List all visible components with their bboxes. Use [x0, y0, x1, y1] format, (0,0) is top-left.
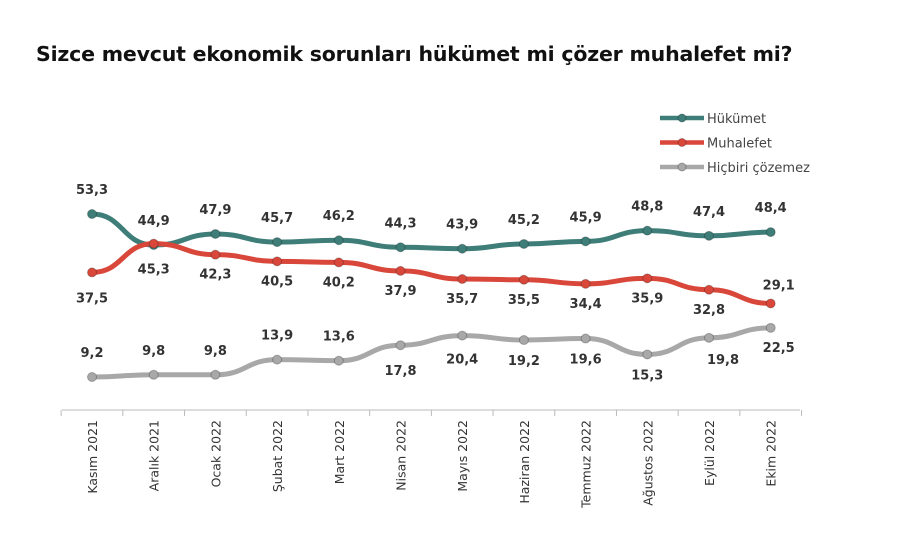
data-point: [272, 256, 283, 267]
legend-swatch-marker: [677, 162, 687, 172]
data-point: [642, 225, 653, 236]
data-point: [395, 340, 406, 351]
data-point: [765, 322, 776, 333]
data-label: 9,8: [142, 344, 165, 359]
chart-title: Sizce mevcut ekonomik sorunları hükümet …: [36, 42, 793, 66]
data-point: [272, 237, 283, 248]
legend-label: Hiçbiri çözemez: [707, 161, 810, 176]
x-tick-label: Mayıs 2022: [455, 420, 470, 492]
x-tick-label: Şubat 2022: [270, 420, 285, 492]
data-point: [457, 330, 468, 341]
x-tick-label: Eylül 2022: [702, 420, 717, 486]
data-label: 45,9: [570, 210, 602, 225]
x-tick-label: Haziran 2022: [517, 420, 532, 504]
data-point: [642, 349, 653, 360]
data-point: [87, 267, 97, 278]
x-tick-label: Kasım 2021: [85, 420, 100, 494]
data-label: 47,9: [199, 203, 231, 218]
data-label: 15,3: [631, 368, 663, 383]
data-label: 13,6: [323, 330, 355, 345]
data-point: [87, 372, 97, 382]
data-point: [210, 369, 221, 380]
data-label: 32,8: [693, 303, 725, 318]
data-point: [457, 274, 468, 285]
x-tick-label: Ağustos 2022: [640, 420, 655, 506]
data-label: 19,8: [707, 353, 739, 368]
data-point: [148, 238, 159, 249]
series-line-0: [89, 211, 774, 252]
legend-label: Hükümet: [707, 112, 766, 127]
x-tick-label: Aralık 2021: [147, 420, 162, 491]
data-label: 17,8: [384, 364, 416, 379]
x-tick-label: Nisan 2022: [394, 420, 409, 491]
data-point: [333, 257, 344, 268]
x-tick-label: Mart 2022: [332, 420, 347, 484]
data-point: [518, 335, 529, 346]
data-point: [518, 238, 529, 249]
data-label: 19,6: [570, 353, 602, 368]
data-label: 40,2: [323, 275, 355, 290]
x-tick-label: Ocak 2022: [208, 420, 223, 487]
data-label: 34,4: [570, 297, 602, 312]
data-label: 35,9: [631, 291, 663, 306]
data-label: 13,9: [261, 329, 293, 344]
data-point: [704, 284, 714, 295]
data-label: 48,4: [755, 201, 787, 216]
data-label: 29,1: [763, 278, 795, 293]
data-label: 48,8: [631, 200, 663, 215]
data-label: 47,4: [693, 205, 725, 220]
legend-swatch-marker: [677, 113, 687, 123]
data-point: [580, 278, 591, 289]
series-line-2: [89, 325, 774, 380]
data-point: [210, 249, 221, 260]
data-point: [518, 274, 529, 285]
data-label: 53,3: [76, 183, 108, 198]
data-label: 45,7: [261, 211, 293, 226]
data-point: [148, 369, 159, 380]
data-point: [395, 265, 406, 276]
data-label: 20,4: [446, 353, 478, 368]
data-point: [87, 209, 97, 220]
data-point: [580, 333, 591, 344]
data-label: 37,9: [384, 284, 416, 299]
data-point: [765, 298, 776, 309]
data-label: 9,8: [204, 344, 227, 359]
data-point: [210, 228, 221, 239]
data-point: [704, 230, 714, 241]
data-label: 44,9: [138, 214, 170, 229]
data-point: [333, 235, 344, 246]
series-line-1: [89, 241, 774, 306]
data-label: 22,5: [763, 341, 795, 356]
data-label: 19,2: [508, 354, 540, 369]
x-tick-label: Ekim 2022: [764, 420, 779, 487]
data-label: 45,3: [138, 263, 170, 278]
data-point: [642, 273, 653, 284]
data-label: 45,2: [508, 213, 540, 228]
data-label: 43,9: [446, 218, 478, 233]
data-point: [457, 243, 468, 254]
data-point: [765, 227, 776, 238]
data-label: 37,5: [76, 291, 108, 306]
data-label: 44,3: [384, 216, 416, 231]
data-point: [333, 355, 344, 366]
data-label: 35,5: [508, 293, 540, 308]
data-label: 40,5: [261, 274, 293, 289]
data-label: 46,2: [323, 209, 355, 224]
data-point: [704, 332, 714, 343]
data-label: 42,3: [199, 268, 231, 283]
data-point: [272, 354, 283, 365]
data-label: 9,2: [80, 346, 103, 361]
data-label: 35,7: [446, 292, 478, 307]
x-tick-label: Temmuz 2022: [579, 420, 594, 509]
data-point: [395, 242, 406, 253]
legend-swatch-marker: [677, 138, 687, 147]
data-point: [580, 236, 591, 247]
legend-label: Muhalefet: [707, 137, 772, 152]
